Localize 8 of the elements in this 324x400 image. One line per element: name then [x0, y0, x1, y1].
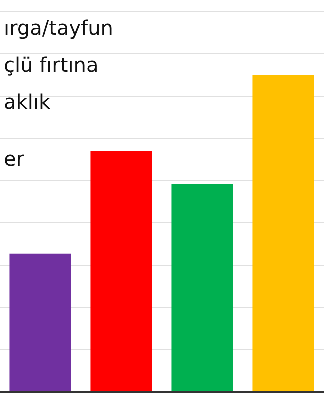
bar: [172, 184, 234, 392]
annotation: aklık: [4, 90, 51, 114]
annotation: er: [4, 147, 26, 172]
bar: [252, 75, 314, 392]
annotation: çlü fırtına: [4, 53, 99, 78]
bar: [10, 254, 72, 392]
text: ırga/tayfun: [4, 16, 114, 40]
bar: [90, 151, 152, 392]
